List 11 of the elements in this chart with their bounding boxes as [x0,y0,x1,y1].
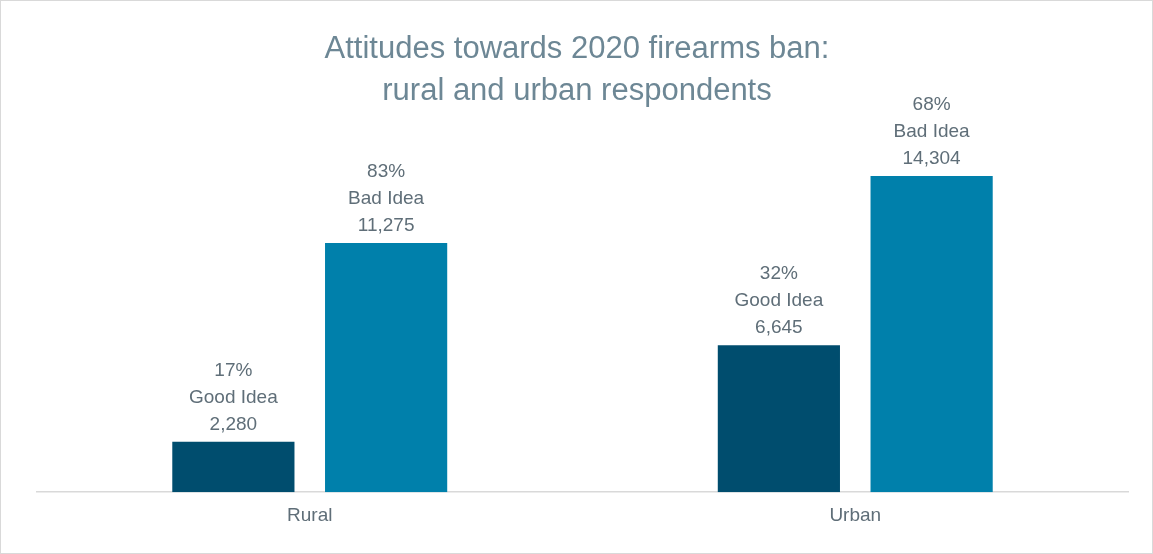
x-tick-label: Rural [287,503,333,525]
data-label: 83% Bad Idea 11,275 [348,159,425,235]
chart-title: Attitudes towards 2020 firearms ban: rural and urban respondents [323,29,831,109]
bar [172,441,295,493]
bar [325,242,448,493]
bar [717,345,840,493]
data-label: 68% Bad Idea 14,304 [893,92,971,168]
data-label: 32% Good Idea 6,645 [734,262,824,338]
x-tick-label: Urban [829,503,882,525]
bar [870,175,993,493]
data-label: 17% Good Idea 2,280 [189,358,279,434]
